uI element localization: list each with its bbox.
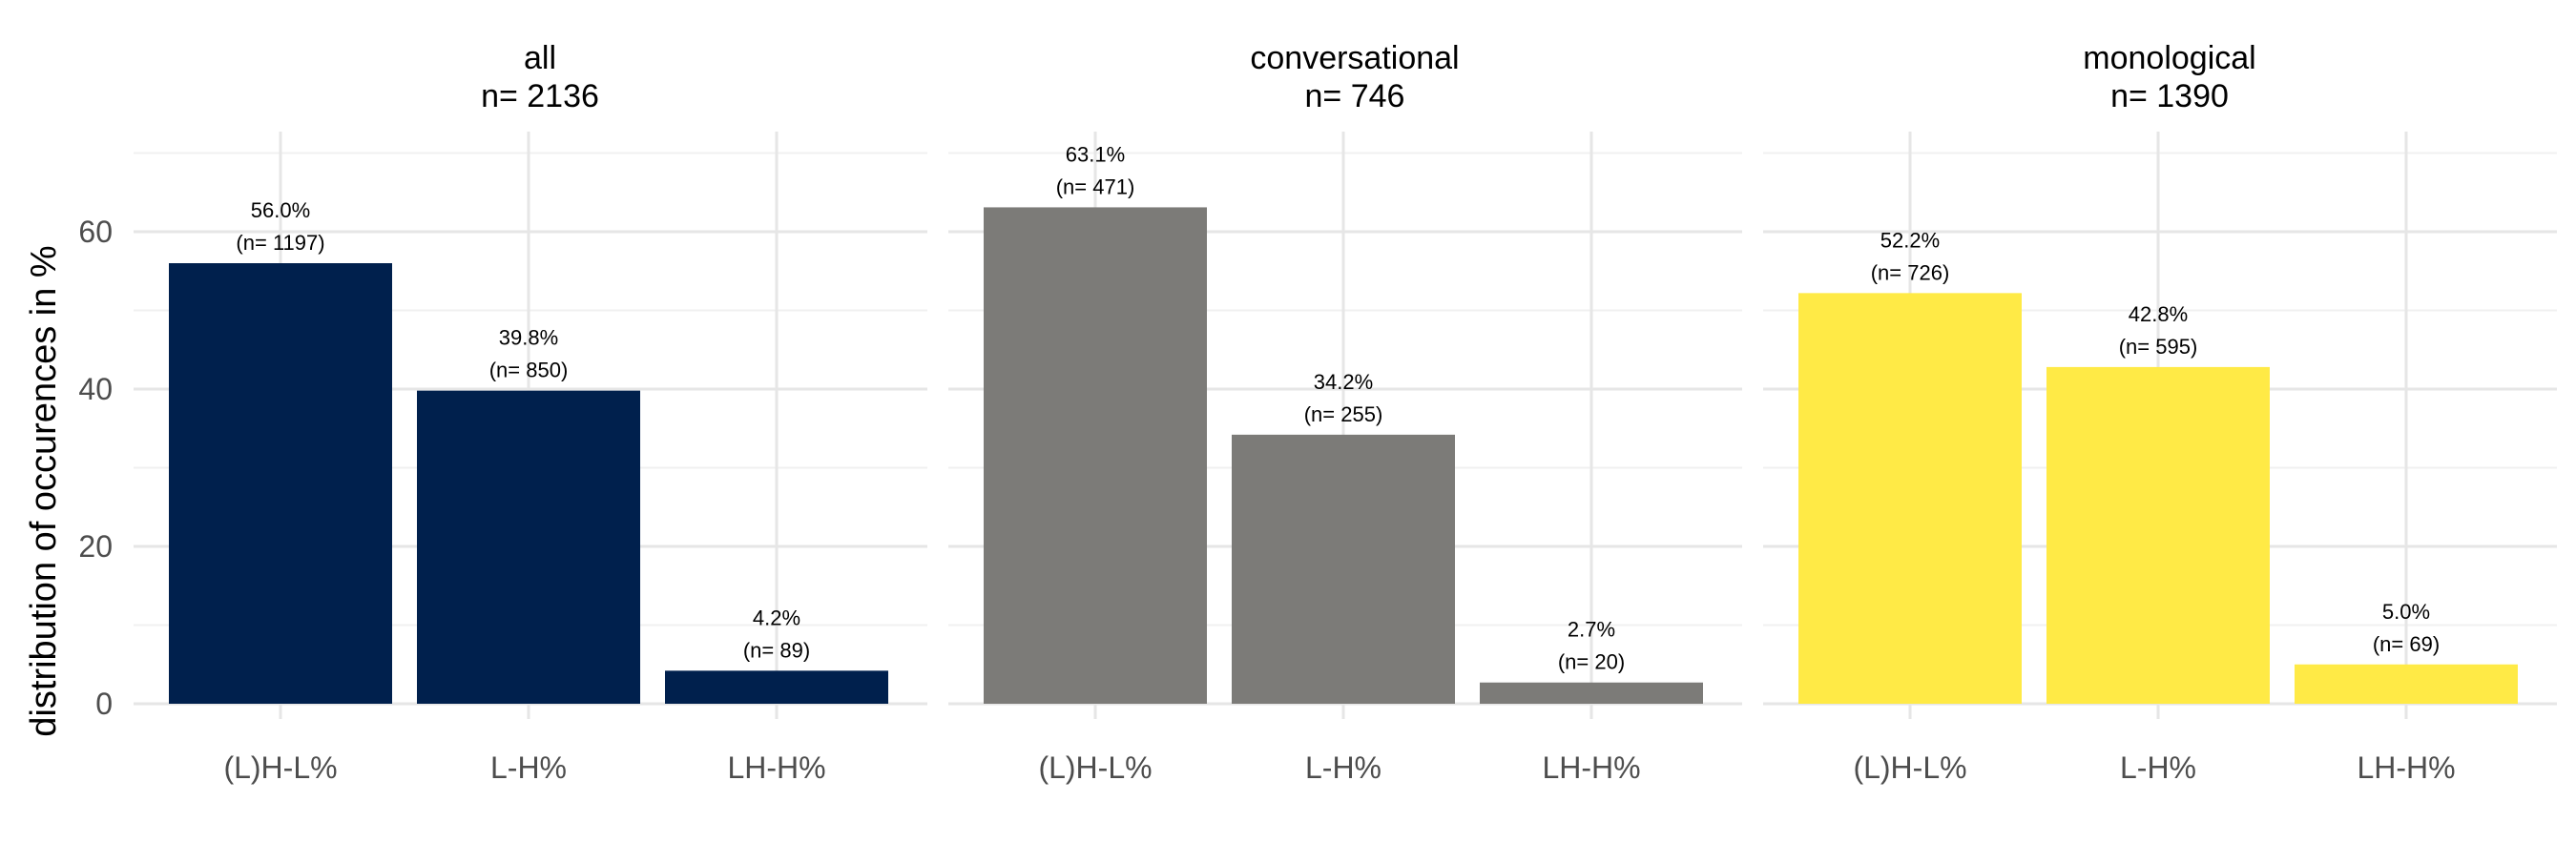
bar-layer bbox=[169, 207, 2518, 705]
facet-title: all bbox=[524, 40, 556, 76]
x-tick-label: (L)H-L% bbox=[223, 750, 337, 785]
bar-percent-label: 56.0% bbox=[251, 198, 310, 222]
y-tick-label: 40 bbox=[78, 372, 113, 406]
bar-count-label: (n= 1197) bbox=[236, 231, 324, 255]
bar-count-label: (n= 20) bbox=[1558, 650, 1625, 674]
bar bbox=[169, 263, 392, 704]
bar-percent-label: 39.8% bbox=[499, 326, 558, 350]
x-tick-label: L-H% bbox=[2120, 750, 2196, 785]
facet-n-label: n= 2136 bbox=[481, 78, 599, 114]
bar bbox=[665, 670, 888, 704]
bar-percent-label: 5.0% bbox=[2382, 600, 2430, 624]
x-tick-label: LH-H% bbox=[727, 750, 825, 785]
bar bbox=[1798, 293, 2022, 704]
y-axis-title: distribution of occurences in % bbox=[24, 245, 64, 736]
y-tick-label: 60 bbox=[78, 215, 113, 249]
bar bbox=[2046, 366, 2270, 704]
bar bbox=[1232, 434, 1455, 704]
bar-count-label: (n= 850) bbox=[489, 359, 569, 382]
bar-count-label: (n= 595) bbox=[2119, 335, 2198, 359]
facet-n-label: n= 1390 bbox=[2110, 78, 2229, 114]
bar-count-label: (n= 255) bbox=[1304, 402, 1383, 426]
x-tick-label: (L)H-L% bbox=[1853, 750, 1966, 785]
bar bbox=[417, 390, 640, 704]
x-tick-label: (L)H-L% bbox=[1038, 750, 1152, 785]
bar-percent-label: 42.8% bbox=[2129, 302, 2188, 326]
x-tick-label: LH-H% bbox=[2357, 750, 2455, 785]
y-tick-label: 0 bbox=[95, 687, 113, 721]
bar-count-label: (n= 69) bbox=[2373, 632, 2440, 656]
bar bbox=[2295, 664, 2518, 704]
x-tick-label: L-H% bbox=[490, 750, 567, 785]
bar-percent-label: 63.1% bbox=[1066, 142, 1125, 166]
bar-percent-label: 2.7% bbox=[1568, 618, 1615, 642]
bar bbox=[1480, 682, 1703, 704]
bar bbox=[984, 207, 1207, 705]
bar-percent-label: 52.2% bbox=[1880, 228, 1940, 252]
bar-percent-label: 34.2% bbox=[1314, 370, 1373, 394]
facet-title: monological bbox=[2083, 40, 2255, 76]
y-tick-label: 20 bbox=[78, 529, 113, 564]
bar-count-label: (n= 89) bbox=[743, 638, 810, 662]
bar-count-label: (n= 471) bbox=[1056, 175, 1135, 198]
x-tick-label: LH-H% bbox=[1542, 750, 1640, 785]
bar-percent-label: 4.2% bbox=[753, 606, 800, 629]
x-tick-label: L-H% bbox=[1305, 750, 1381, 785]
facet-n-label: n= 746 bbox=[1305, 78, 1405, 114]
facet-title: conversational bbox=[1250, 40, 1459, 76]
bar-count-label: (n= 726) bbox=[1871, 260, 1950, 284]
